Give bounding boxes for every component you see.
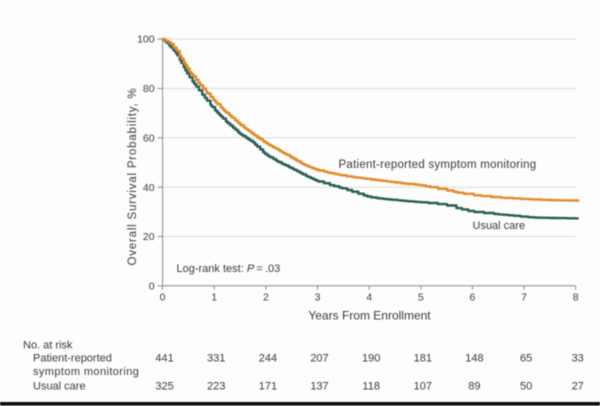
svg-text:7: 7 — [521, 291, 527, 303]
svg-text:441: 441 — [155, 353, 173, 365]
svg-text:107: 107 — [414, 381, 432, 393]
svg-text:181: 181 — [414, 353, 432, 365]
svg-text:50: 50 — [520, 381, 532, 393]
svg-text:Patient-reported symptom monit: Patient-reported symptom monitoring — [339, 159, 537, 171]
svg-text:118: 118 — [362, 381, 380, 393]
svg-text:Overall Survival Probability,: Overall Survival Probability, % — [127, 88, 139, 266]
svg-text:1: 1 — [211, 291, 217, 303]
svg-text:6: 6 — [469, 291, 475, 303]
svg-text:137: 137 — [310, 381, 328, 393]
svg-text:80: 80 — [143, 83, 155, 95]
svg-text:331: 331 — [207, 353, 225, 365]
svg-text:20: 20 — [143, 231, 155, 243]
svg-text:No. at risk: No. at risk — [23, 340, 73, 352]
svg-text:0: 0 — [160, 291, 166, 303]
svg-text:171: 171 — [259, 381, 277, 393]
svg-text:0: 0 — [149, 281, 155, 293]
svg-text:Years From Enrollment: Years From Enrollment — [308, 309, 431, 323]
svg-text:207: 207 — [310, 353, 328, 365]
svg-text:60: 60 — [143, 132, 155, 144]
svg-text:223: 223 — [207, 381, 225, 393]
svg-text:Usual care: Usual care — [473, 220, 526, 232]
svg-text:2: 2 — [263, 291, 269, 303]
svg-text:Usual care: Usual care — [33, 381, 86, 393]
svg-text:89: 89 — [468, 381, 480, 393]
svg-text:symptom monitoring: symptom monitoring — [33, 366, 139, 378]
svg-text:33: 33 — [572, 353, 584, 365]
svg-text:100: 100 — [137, 34, 155, 46]
svg-text:8: 8 — [573, 291, 579, 303]
svg-text:Patient-reported: Patient-reported — [33, 353, 112, 365]
svg-text:65: 65 — [520, 353, 532, 365]
svg-text:27: 27 — [572, 381, 584, 393]
svg-text:5: 5 — [418, 291, 424, 303]
svg-text:190: 190 — [362, 353, 380, 365]
svg-text:244: 244 — [259, 353, 277, 365]
svg-text:325: 325 — [155, 381, 173, 393]
svg-text:148: 148 — [465, 353, 483, 365]
svg-text:4: 4 — [366, 291, 372, 303]
svg-text:40: 40 — [143, 182, 155, 194]
svg-text:3: 3 — [315, 291, 321, 303]
svg-text:Log-rank test: P = .03: Log-rank test: P = .03 — [177, 263, 281, 275]
